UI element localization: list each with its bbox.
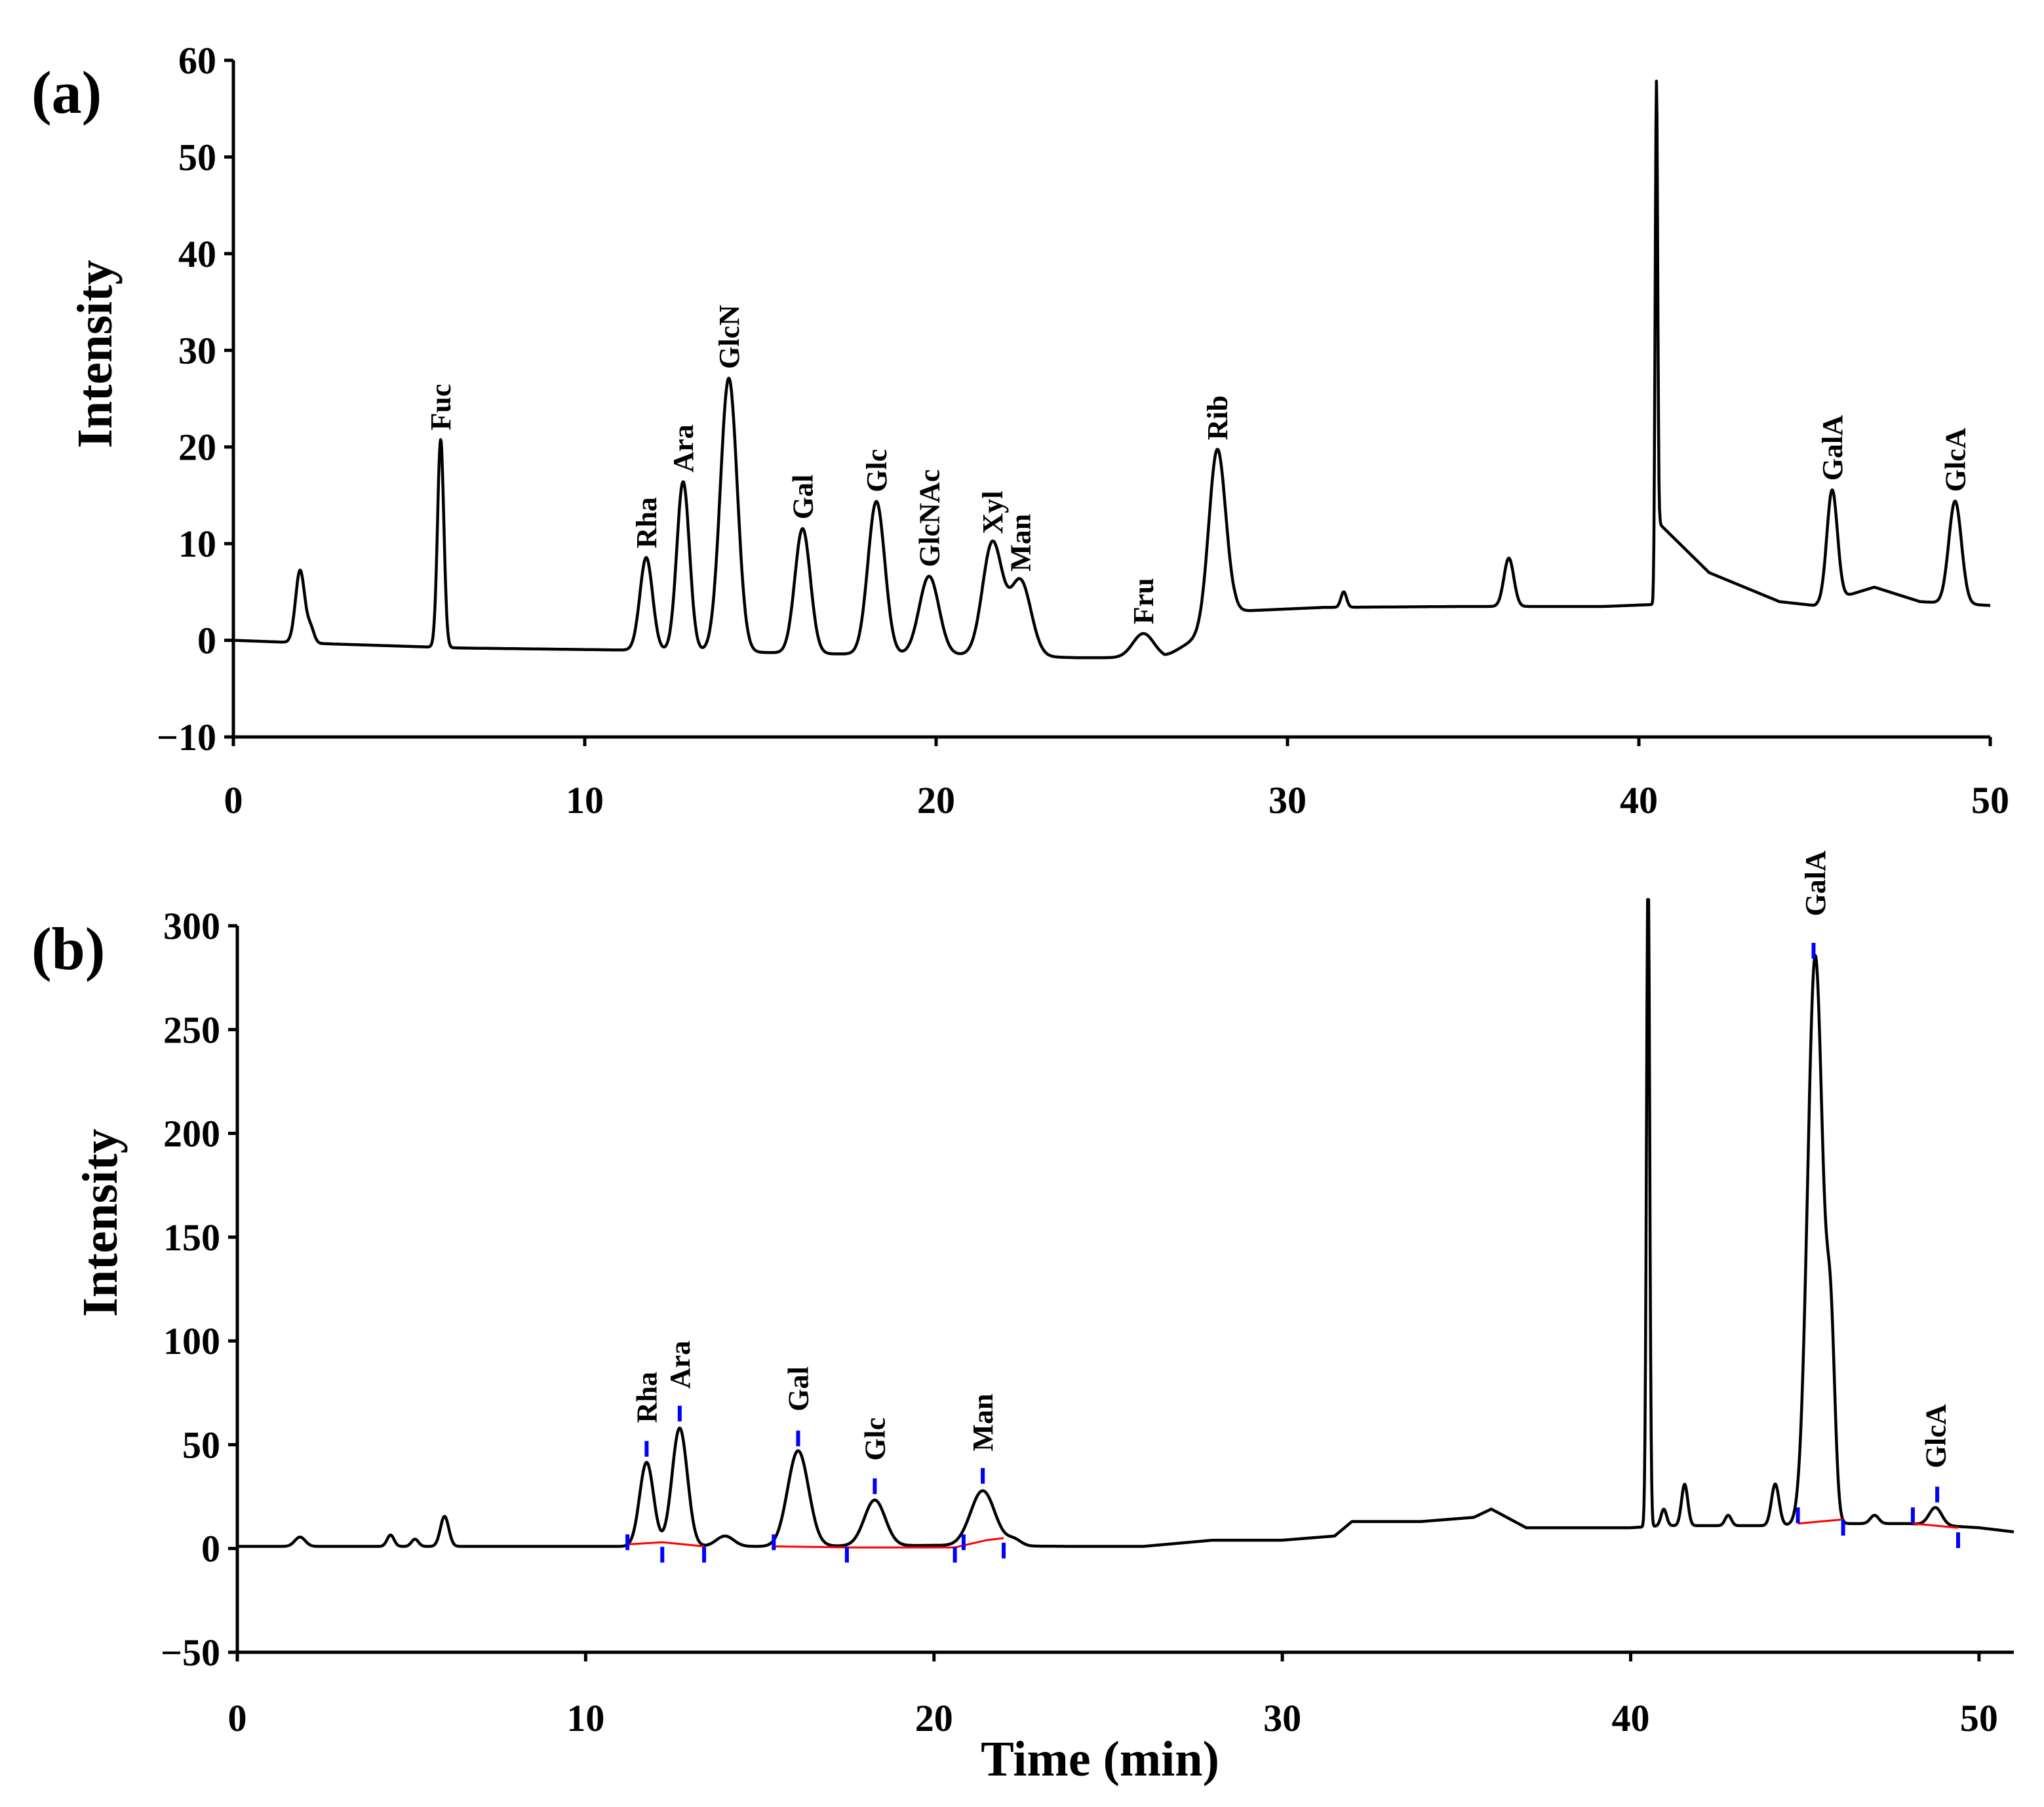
panel-b-x-tick-label: 40 [1611,1697,1649,1739]
integration-baseline [774,1537,1004,1549]
panel-a-y-tick-label: 0 [197,620,216,662]
panel-a-y-tick-label: 20 [178,426,216,469]
panel-a-label: (a) [31,59,102,126]
panel-a-peak-label: Fuc [425,384,457,430]
panel-b-y-axis-title: Intensity [73,1128,128,1317]
panel-b-y-tick-label: 200 [163,1113,220,1155]
panel-a-y-tick-label: 50 [178,136,216,178]
panel-b-peak-label: Rha [631,1372,663,1423]
panel-a-x-tick-label: 40 [1620,779,1658,822]
panel-a-peak-label: Ara [667,424,699,472]
panel-a-peak-label: Glc [861,449,893,492]
panel-a-peak-label: GlcN [713,305,745,369]
panel-b-peak-label: Man [967,1394,999,1452]
panel-b-peak-label: Glc [859,1418,891,1461]
panel-a-y-tick-label: 60 [178,39,216,82]
panel-a-y-tick-label: 40 [178,233,216,275]
panel-a-y-tick-label: 10 [178,523,216,565]
panel-b-x-tick-label: 50 [1960,1697,1998,1739]
panel-b-y-tick-label: 0 [201,1528,220,1570]
panel-a-x-tick-label: 10 [566,779,604,822]
panel-a-peak-label: GlcNAc [913,469,945,567]
panel-a-y-tick-label: 30 [178,329,216,372]
panel-a-peak-label: Rha [631,497,663,548]
panel-a-peak-label: Man [1005,514,1037,572]
panel-b-y-tick-label: 250 [163,1008,220,1051]
panel-a-peak-label: GalA [1817,415,1849,481]
panel-b-label: (b) [31,915,105,982]
panel-b-x-tick-label: 10 [566,1697,604,1739]
panel-a-x-tick-label: 0 [224,779,243,822]
panel-a-y-tick-label: −10 [157,716,216,759]
panel-a-peak-label: Fru [1128,578,1160,624]
panel-a-x-tick-label: 50 [1971,779,2009,822]
panel-a-peak-label: GlcA [1939,427,1971,492]
panel-a-x-tick-label: 20 [917,779,955,822]
panel-b-y-tick-label: 100 [163,1320,220,1362]
panel-b-peak-label: Gal [783,1366,815,1411]
integration-baseline [1798,1518,1843,1525]
panel-b-y-tick-label: 150 [163,1216,220,1259]
panel-b-peak-label: Ara [664,1341,696,1389]
integration-baseline [627,1541,705,1547]
panel-b-x-tick-label: 30 [1263,1697,1301,1739]
panel-b-peak-label: GlcA [1919,1404,1952,1468]
x-axis-title: Time (min) [981,1732,1219,1787]
panel-a-y-axis-title: Intensity [68,260,123,448]
panel-a-x-tick-label: 30 [1268,779,1307,822]
panel-a-peak-label: Xyl [977,491,1009,534]
panel-b-peak-label: GalA [1799,850,1832,916]
panel-b-y-tick-label: 300 [163,905,220,947]
integration-baseline [1912,1522,1959,1529]
panel-b-chromatogram-trace [236,898,2015,1548]
panel-a-chromatogram-trace [232,79,1992,660]
panel-a-peak-label: Gal [787,475,819,519]
panel-b-y-tick-label: 50 [182,1423,220,1466]
panel-b-x-tick-label: 20 [915,1697,953,1739]
panel-a-peak-label: Rib [1202,395,1234,440]
panel-b-y-tick-label: −50 [161,1631,220,1674]
panel-b-x-tick-label: 0 [228,1697,247,1739]
